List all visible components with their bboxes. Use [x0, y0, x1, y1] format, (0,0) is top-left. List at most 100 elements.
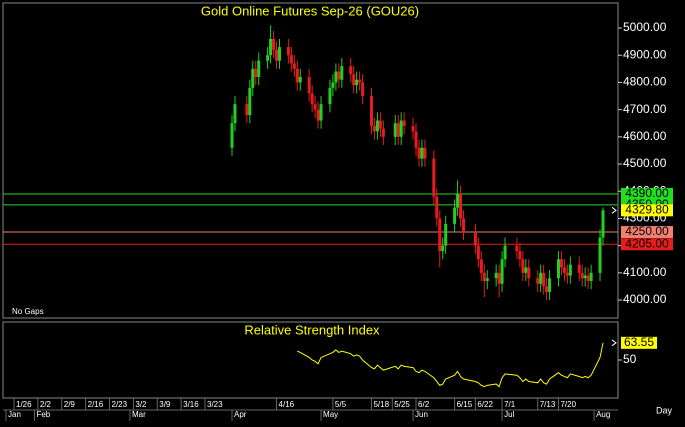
candle-body — [414, 131, 418, 148]
candle-body — [565, 272, 569, 276]
x-tick-label: 2/23 — [112, 400, 128, 409]
rsi-last-marker — [611, 339, 617, 347]
candle-body — [251, 68, 255, 88]
x-tick-label: 7/13 — [540, 400, 556, 409]
x-tick-label: 4/16 — [279, 400, 295, 409]
candle-body — [340, 66, 344, 80]
candle-body — [453, 207, 457, 224]
candle-body — [482, 272, 486, 282]
y-tick-label: 4900.00 — [623, 47, 667, 61]
x-tick-label: 1/26 — [16, 400, 32, 409]
candle-body — [316, 109, 320, 121]
rsi-last-label: 63.55 — [624, 335, 654, 349]
candle-body — [583, 275, 587, 279]
gap-note: No Gaps — [12, 307, 44, 316]
x-tick-label: 5/25 — [394, 400, 410, 409]
candle-body — [580, 272, 584, 279]
candle-body — [417, 147, 421, 159]
candle-body — [393, 123, 397, 137]
month-label: May — [323, 410, 338, 419]
x-tick-label: 5/18 — [373, 400, 389, 409]
candle-body — [378, 120, 382, 129]
candle-body — [402, 120, 406, 126]
x-tick-label: 6/2 — [418, 400, 430, 409]
candle-body — [352, 74, 356, 86]
candle-body — [601, 210, 605, 238]
candle-body — [562, 267, 566, 273]
candle-body — [269, 38, 273, 56]
price-panel — [2, 2, 619, 319]
y-tick-label: 4700.00 — [623, 102, 667, 116]
candle-body — [545, 286, 549, 292]
candle-body — [423, 147, 427, 159]
candle-body — [527, 267, 531, 279]
candle-body — [515, 245, 519, 252]
candle-body — [369, 96, 373, 126]
x-tick-label: 6/22 — [477, 400, 493, 409]
candle-body — [485, 278, 489, 282]
y-tick-label: 4000.00 — [623, 292, 667, 306]
level-label-box — [621, 238, 673, 251]
candle-body — [355, 79, 359, 86]
candle-body — [411, 125, 415, 132]
x-tick-label: 2/2 — [40, 400, 52, 409]
chart-title: Gold Online Futures Sep-26 (GOU26) — [201, 3, 419, 18]
candle-body — [459, 193, 463, 219]
level-label: 4250.00 — [625, 224, 669, 238]
candle-body — [292, 63, 296, 69]
x-tick-label: 3/23 — [207, 400, 223, 409]
candle-body — [289, 55, 293, 64]
candle-body — [310, 93, 314, 105]
candle-body — [272, 38, 276, 50]
x-tick-label: 3/16 — [183, 400, 199, 409]
y-tick-label: 4500.00 — [623, 156, 667, 170]
candle-body — [375, 120, 379, 132]
candle-body — [230, 123, 234, 148]
month-label: Jul — [504, 410, 514, 419]
x-tick-label: 7/20 — [560, 400, 576, 409]
month-label: Jun — [415, 410, 428, 419]
x-tick-label: 3/2 — [135, 400, 147, 409]
x-tick-label: 7/1 — [504, 400, 516, 409]
candle-body — [524, 267, 528, 273]
candle-body — [494, 272, 498, 279]
level-label-box — [621, 226, 673, 239]
month-label: Apr — [234, 410, 247, 419]
x-tick-label: 2/16 — [88, 400, 104, 409]
month-label: Feb — [36, 410, 50, 419]
candle-body — [548, 278, 552, 292]
candle-body — [577, 264, 581, 273]
candle-body — [536, 278, 540, 284]
candle-body — [277, 47, 281, 61]
month-label: Aug — [596, 410, 610, 419]
candle-body — [286, 47, 290, 56]
candle-body — [539, 272, 543, 284]
candle-body — [432, 158, 436, 197]
candle-body — [589, 272, 593, 282]
candle-body — [328, 87, 332, 105]
candle-body — [518, 251, 522, 260]
candle-body — [319, 104, 323, 121]
y-tick-label: 4800.00 — [623, 75, 667, 89]
month-label: Jan — [8, 410, 21, 419]
candle-body — [444, 223, 448, 246]
candle-body — [559, 259, 563, 268]
y-tick-label: 4600.00 — [623, 129, 667, 143]
x-tick-label: 6/15 — [457, 400, 473, 409]
x-axis-label: Day — [656, 405, 673, 415]
candle-body — [497, 272, 501, 284]
candle-body — [361, 82, 365, 97]
candle-body — [349, 66, 353, 75]
candle-body — [556, 259, 560, 279]
candle-body — [254, 68, 258, 77]
candle-body — [298, 76, 302, 83]
x-tick-label: 3/9 — [159, 400, 171, 409]
y-tick-label: 5000.00 — [623, 20, 667, 34]
candle-body — [331, 82, 335, 88]
candle-body — [586, 275, 590, 282]
y-tick-label: 4100.00 — [623, 265, 667, 279]
level-label-box — [621, 187, 673, 200]
candle-body — [295, 68, 299, 83]
